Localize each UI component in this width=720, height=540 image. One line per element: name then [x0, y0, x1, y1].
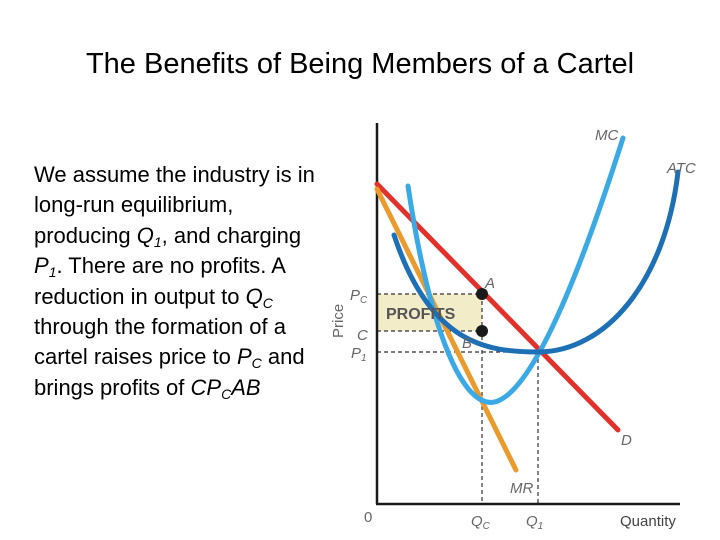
marginal-revenue-curve [374, 186, 519, 473]
text-run: , and charging [161, 222, 302, 248]
point-a [476, 288, 488, 300]
mc-label: MC [595, 127, 618, 144]
qc-symbol: QC [245, 283, 273, 311]
text-run: . There are no profits. A reduction in o… [34, 253, 285, 309]
profits-label: PROFITS [386, 306, 456, 323]
origin-label: 0 [364, 509, 372, 526]
atc-label: ATC [666, 160, 696, 177]
x-axis-label: Quantity [620, 513, 676, 530]
cartel-cost-diagram: MC ATC D MR A B PROFITS Price Quantity 0… [330, 123, 696, 532]
mr-label: MR [510, 480, 533, 497]
point-b-label: B [462, 335, 472, 352]
marginal-cost-curve [405, 135, 626, 405]
qc-axis-label: QC [471, 513, 491, 532]
explanation-text: We assume the industry is in long-run eq… [34, 160, 324, 403]
point-a-label: A [484, 275, 495, 292]
text-run: We assume the industry is in long-run eq… [34, 162, 315, 248]
demand-label: D [621, 432, 632, 449]
p1-symbol: P1 [34, 253, 57, 281]
q1-axis-label: Q1 [526, 513, 543, 532]
pc-symbol: PC [236, 344, 262, 372]
p1-axis-label: P1 [351, 345, 367, 364]
profit-area-symbol: CPCAB [190, 374, 261, 402]
y-axis-label: Price [330, 304, 347, 338]
text-run: through the formation of a cartel raises… [34, 314, 286, 370]
atc-curve [391, 169, 681, 355]
slide-title: The Benefits of Being Members of a Carte… [85, 48, 635, 80]
text-run: and brings profits of [34, 344, 305, 400]
point-b [476, 325, 488, 337]
demand-curve [374, 181, 621, 433]
c-axis-label: C [357, 327, 368, 344]
q1-symbol: Q1 [136, 222, 162, 250]
pc-axis-label: PC [350, 287, 368, 306]
